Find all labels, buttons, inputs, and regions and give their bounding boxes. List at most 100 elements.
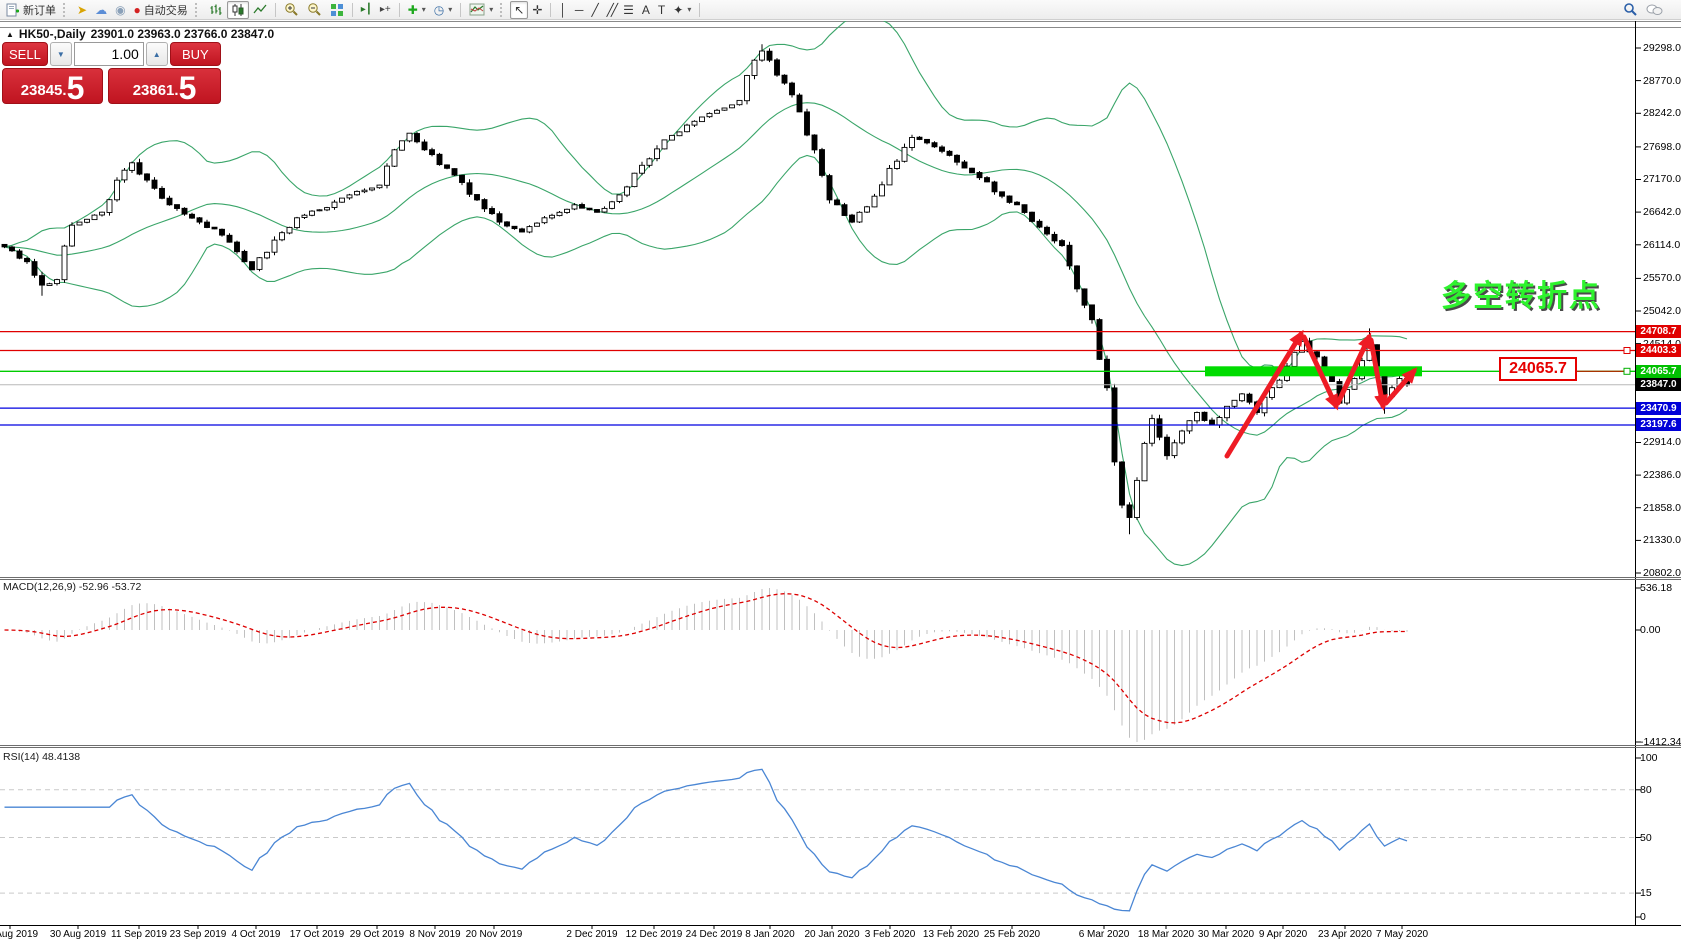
candle-down bbox=[1089, 304, 1095, 321]
collapse-icon[interactable]: ▲ bbox=[6, 29, 14, 39]
date-label[interactable]: 20 Jan 2020 bbox=[804, 929, 860, 940]
axis-price-label: 24708.7 bbox=[1636, 325, 1681, 339]
date-label[interactable]: 13 Feb 2020 bbox=[922, 929, 980, 940]
channel-tool-button[interactable]: ╱╱ bbox=[603, 1, 619, 19]
date-label[interactable]: 7 May 2020 bbox=[1375, 929, 1429, 940]
date-label[interactable]: 12 Dec 2019 bbox=[625, 929, 683, 940]
candle-down bbox=[826, 175, 833, 201]
trend-arrow[interactable] bbox=[1301, 334, 1339, 411]
chat-icon bbox=[1646, 4, 1663, 15]
trend-arrow[interactable] bbox=[1368, 337, 1388, 411]
candle-down bbox=[421, 141, 428, 151]
crosshair-tool-button[interactable]: ✛ bbox=[528, 1, 546, 19]
search-button[interactable] bbox=[1619, 1, 1642, 19]
date-label[interactable]: 23 Sep 2019 bbox=[169, 929, 227, 940]
candle-up bbox=[271, 239, 278, 253]
date-label[interactable]: 11 Sep 2019 bbox=[111, 929, 167, 940]
line-chart-button[interactable] bbox=[249, 1, 271, 19]
trend-arrow[interactable] bbox=[1383, 367, 1418, 406]
candle-down bbox=[924, 138, 930, 144]
candle-down bbox=[1059, 240, 1065, 247]
candle-up bbox=[871, 195, 878, 208]
toolbar-grip bbox=[194, 2, 202, 17]
date-label[interactable]: 6 Mar 2020 bbox=[1078, 929, 1130, 940]
signals-button[interactable]: ◉ bbox=[111, 1, 129, 19]
macd-tick-label: -1412.34 bbox=[1640, 736, 1681, 748]
price-callout-label[interactable]: 24065.7 bbox=[1499, 357, 1577, 381]
new-chart-button[interactable]: ✚ ▾ bbox=[404, 1, 430, 19]
cursor-tool-button[interactable]: ↖ bbox=[510, 0, 529, 19]
trend-arrow[interactable] bbox=[1224, 329, 1304, 459]
candlestick-chart-button[interactable] bbox=[226, 0, 249, 19]
tile-windows-button[interactable] bbox=[326, 1, 348, 19]
candle-up bbox=[99, 211, 105, 216]
line-selection-handle[interactable] bbox=[1623, 367, 1631, 375]
spin-down-icon: ▼ bbox=[56, 49, 65, 59]
text-tool-button[interactable]: A bbox=[638, 1, 654, 19]
new-order-icon bbox=[6, 3, 19, 16]
date-label[interactable]: 29 Oct 2019 bbox=[349, 929, 405, 940]
autotrade-button[interactable]: ● 自动交易 bbox=[130, 1, 192, 19]
accounts-button[interactable]: ☁ bbox=[91, 1, 111, 19]
line-selection-handle[interactable] bbox=[1623, 347, 1631, 354]
support-resistance-zone[interactable] bbox=[1205, 366, 1422, 377]
date-label[interactable]: 20 Aug 2019 bbox=[0, 929, 39, 940]
date-label[interactable]: 25 Feb 2020 bbox=[983, 929, 1041, 940]
date-label[interactable]: 30 Aug 2019 bbox=[49, 929, 107, 940]
date-label[interactable]: 2 Dec 2019 bbox=[566, 929, 618, 940]
candle-up bbox=[256, 257, 263, 270]
buy-price-dot: . bbox=[174, 82, 179, 99]
rsi-tick-label: 100 bbox=[1640, 752, 1658, 764]
date-label[interactable]: 8 Nov 2019 bbox=[409, 929, 461, 940]
text-label-tool-button[interactable]: T bbox=[654, 1, 669, 19]
candle-up bbox=[691, 120, 698, 126]
buy-price-display[interactable]: 23861. 5 bbox=[108, 68, 221, 104]
auto-scroll-button[interactable]: ▸┃ bbox=[357, 1, 376, 19]
trend-arrow[interactable] bbox=[1335, 332, 1372, 406]
candle-down bbox=[834, 199, 840, 206]
indicators-button[interactable]: ▾ bbox=[465, 1, 497, 19]
chart-shift-button[interactable]: ▸+ bbox=[376, 1, 395, 19]
volume-increase-button[interactable]: ▲ bbox=[145, 42, 168, 66]
fibonacci-icon: ☰ bbox=[623, 2, 634, 17]
new-order-button[interactable]: 新订单 bbox=[2, 1, 60, 19]
candle-down bbox=[166, 197, 173, 206]
fibonacci-tool-button[interactable]: ☰ bbox=[619, 1, 638, 19]
arrows-tool-button[interactable]: ✦ ▾ bbox=[669, 1, 695, 19]
candle-down bbox=[174, 204, 180, 209]
zoom-in-button[interactable] bbox=[280, 1, 303, 19]
trendline-tool-button[interactable]: ╱ bbox=[587, 1, 602, 19]
horizontal-line-tool-button[interactable]: ─ bbox=[571, 1, 588, 19]
rsi-indicator-label: RSI(14) 48.4138 bbox=[3, 751, 81, 763]
bar-chart-button[interactable] bbox=[205, 1, 227, 19]
date-label[interactable]: 9 Apr 2020 bbox=[1258, 929, 1308, 940]
price-tick-label: 22386.0 bbox=[1643, 469, 1681, 482]
date-label[interactable]: 17 Oct 2019 bbox=[289, 929, 345, 940]
sell-price-display[interactable]: 23845. 5 bbox=[2, 68, 104, 104]
date-label[interactable]: 3 Feb 2020 bbox=[864, 929, 916, 940]
candle-up bbox=[526, 226, 533, 233]
candle-down bbox=[511, 225, 518, 230]
volume-input[interactable] bbox=[73, 42, 144, 66]
date-label[interactable]: 4 Oct 2019 bbox=[231, 929, 281, 940]
chat-button[interactable] bbox=[1642, 1, 1667, 19]
indicators-icon bbox=[469, 3, 485, 16]
chevron-down-icon: ▾ bbox=[489, 5, 494, 14]
zoom-out-button[interactable] bbox=[303, 1, 326, 19]
buy-button[interactable]: BUY bbox=[169, 42, 221, 66]
date-label[interactable]: 23 Apr 2020 bbox=[1318, 929, 1372, 940]
launcher-button[interactable]: ➤ bbox=[73, 1, 91, 19]
volume-decrease-button[interactable]: ▼ bbox=[49, 42, 72, 66]
candle-down bbox=[946, 150, 953, 156]
date-label[interactable]: 20 Nov 2019 bbox=[465, 929, 523, 940]
date-label[interactable]: 30 Mar 2020 bbox=[1197, 929, 1255, 940]
candle-down bbox=[976, 172, 983, 179]
date-label[interactable]: 18 Mar 2020 bbox=[1137, 929, 1195, 940]
date-label[interactable]: 8 Jan 2020 bbox=[745, 929, 795, 940]
candle-up bbox=[91, 214, 98, 221]
vertical-line-tool-button[interactable]: │ bbox=[555, 1, 571, 19]
date-label[interactable]: 24 Dec 2019 bbox=[685, 929, 743, 940]
sell-button[interactable]: SELL bbox=[2, 42, 48, 66]
profiles-button[interactable]: ◷ ▾ bbox=[430, 1, 457, 19]
